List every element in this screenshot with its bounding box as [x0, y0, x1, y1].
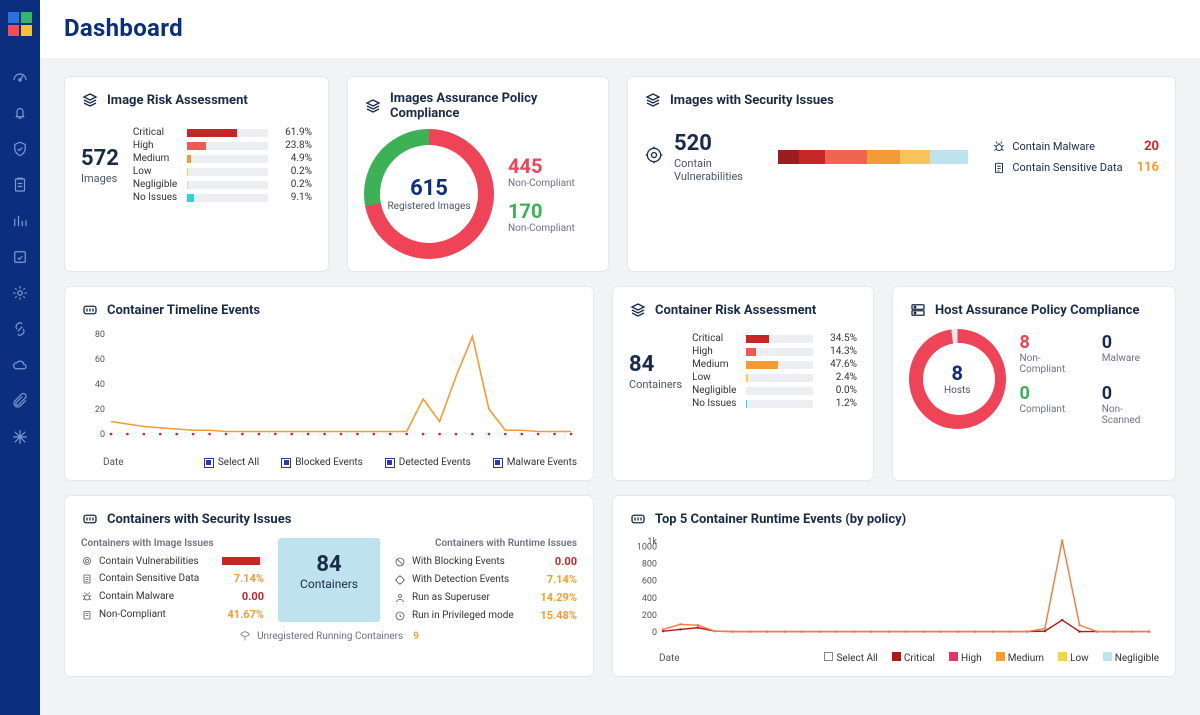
target-icon: [644, 145, 664, 169]
csi-mid: 84 Containers: [278, 538, 380, 622]
iapc-stats: 445Non-Compliant170Non-Compliant: [508, 154, 575, 234]
hapc-donut: 8Hosts: [909, 329, 1006, 429]
nav-link-icon[interactable]: [11, 320, 29, 338]
csi-foot: Unregistered Running Containers 9: [81, 630, 577, 642]
stack-icon: [364, 97, 382, 115]
isi-count-label: Contain Vulnerabilities: [674, 157, 754, 183]
timeline-legend: DateSelect AllBlocked EventsDetected Eve…: [81, 457, 577, 468]
hapc-sub: Hosts: [944, 385, 970, 397]
card-timeline: Container Timeline Events 0 20 40 60 80 Date…: [64, 286, 594, 481]
card-title: Images with Security Issues: [670, 93, 834, 108]
card-title: Container Risk Assessment: [655, 303, 816, 318]
nav-cloud-icon[interactable]: [11, 356, 29, 374]
container-icon: [81, 510, 99, 528]
csi-right-sub: Containers with Runtime Issues: [394, 538, 577, 549]
nav-snowflake-icon[interactable]: [11, 428, 29, 446]
csi-foot-value: 9: [409, 631, 419, 642]
card-csi: Containers with Security Issues Containe…: [64, 495, 594, 677]
isi-rows: Contain Malware20Contain Sensitive Data1…: [992, 139, 1159, 175]
csi-mid-sub: Containers: [300, 577, 358, 591]
hapc-num: 8: [952, 361, 963, 385]
svg-text:1000: 1000: [637, 543, 657, 553]
svg-text:40: 40: [95, 380, 105, 390]
stack-icon: [629, 301, 647, 319]
hapc-grid: 8Non-Compliant0Malware0Compliant0Non-Sca…: [1020, 332, 1160, 426]
card-title: Container Timeline Events: [107, 303, 260, 318]
nav-box-icon[interactable]: [11, 248, 29, 266]
isi-count: 520: [674, 131, 754, 156]
card-title: Image Risk Assessment: [107, 93, 248, 108]
card-hapc: Host Assurance Policy Compliance 8Hosts …: [892, 286, 1176, 481]
svg-text:20: 20: [95, 405, 105, 415]
runtime-legend: DateSelect AllCriticalHighMediumLowNegli…: [629, 652, 1159, 664]
card-title: Images Assurance Policy Compliance: [390, 91, 592, 121]
svg-text:200: 200: [642, 611, 657, 621]
app-logo: [6, 10, 34, 38]
server-icon: [909, 301, 927, 319]
nav-rail: [0, 0, 40, 715]
runtime-chart: 1k02004006008001000: [629, 534, 1159, 644]
ira-count-label: Images: [81, 172, 119, 185]
ira-count: 572: [81, 146, 119, 171]
cra-count: 84: [629, 352, 682, 377]
csi-right-list: With Blocking Events0.00With Detection E…: [394, 555, 577, 622]
iapc-num: 615: [410, 176, 448, 201]
nav-shield-icon[interactable]: [11, 140, 29, 158]
container-icon: [81, 301, 99, 319]
cra-bars: Critical34.5%High14.3%Medium47.6%Low2.4%…: [692, 333, 857, 409]
card-image-risk: Image Risk Assessment 572 Images Critica…: [64, 76, 329, 272]
csi-left-list: Contain VulnerabilitiesContain Sensitive…: [81, 555, 264, 621]
card-title: Host Assurance Policy Compliance: [935, 303, 1139, 318]
svg-text:60: 60: [95, 355, 105, 365]
svg-text:0: 0: [100, 430, 105, 440]
card-cra: Container Risk Assessment 84 Containers …: [612, 286, 874, 481]
card-isi: Images with Security Issues 520 Contain …: [627, 76, 1176, 272]
nav-gear-icon[interactable]: [11, 284, 29, 302]
csi-foot-label: Unregistered Running Containers: [257, 631, 403, 642]
nav-alert-icon[interactable]: [11, 104, 29, 122]
card-title: Top 5 Container Runtime Events (by polic…: [655, 512, 906, 527]
card-iapc: Images Assurance Policy Compliance 615Re…: [347, 76, 609, 272]
cra-count-label: Containers: [629, 378, 682, 391]
page-header: Dashboard: [40, 0, 1200, 58]
nav-clipboard-icon[interactable]: [11, 176, 29, 194]
iapc-sub: Registered Images: [388, 201, 471, 213]
ira-bars: Critical61.9%High23.8%Medium4.9%Low0.2%N…: [133, 127, 312, 203]
svg-text:80: 80: [95, 330, 105, 340]
nav-gauge-icon[interactable]: [11, 68, 29, 86]
svg-text:0: 0: [652, 628, 657, 638]
card-runtime: Top 5 Container Runtime Events (by polic…: [612, 495, 1176, 677]
iapc-donut: 615Registered Images: [364, 129, 494, 259]
csi-mid-num: 84: [300, 552, 358, 577]
container-icon: [629, 510, 647, 528]
timeline-chart: 0 20 40 60 80: [81, 329, 581, 449]
stack-icon: [81, 91, 99, 109]
page-title: Dashboard: [64, 14, 1176, 42]
nav-bars-icon[interactable]: [11, 212, 29, 230]
isi-segments: [778, 150, 968, 164]
svg-text:800: 800: [642, 560, 657, 570]
nav-paperclip-icon[interactable]: [11, 392, 29, 410]
card-title: Containers with Security Issues: [107, 512, 291, 527]
svg-text:600: 600: [642, 577, 657, 587]
svg-text:400: 400: [642, 594, 657, 604]
csi-left-sub: Containers with Image Issues: [81, 538, 264, 549]
stack-icon: [644, 91, 662, 109]
